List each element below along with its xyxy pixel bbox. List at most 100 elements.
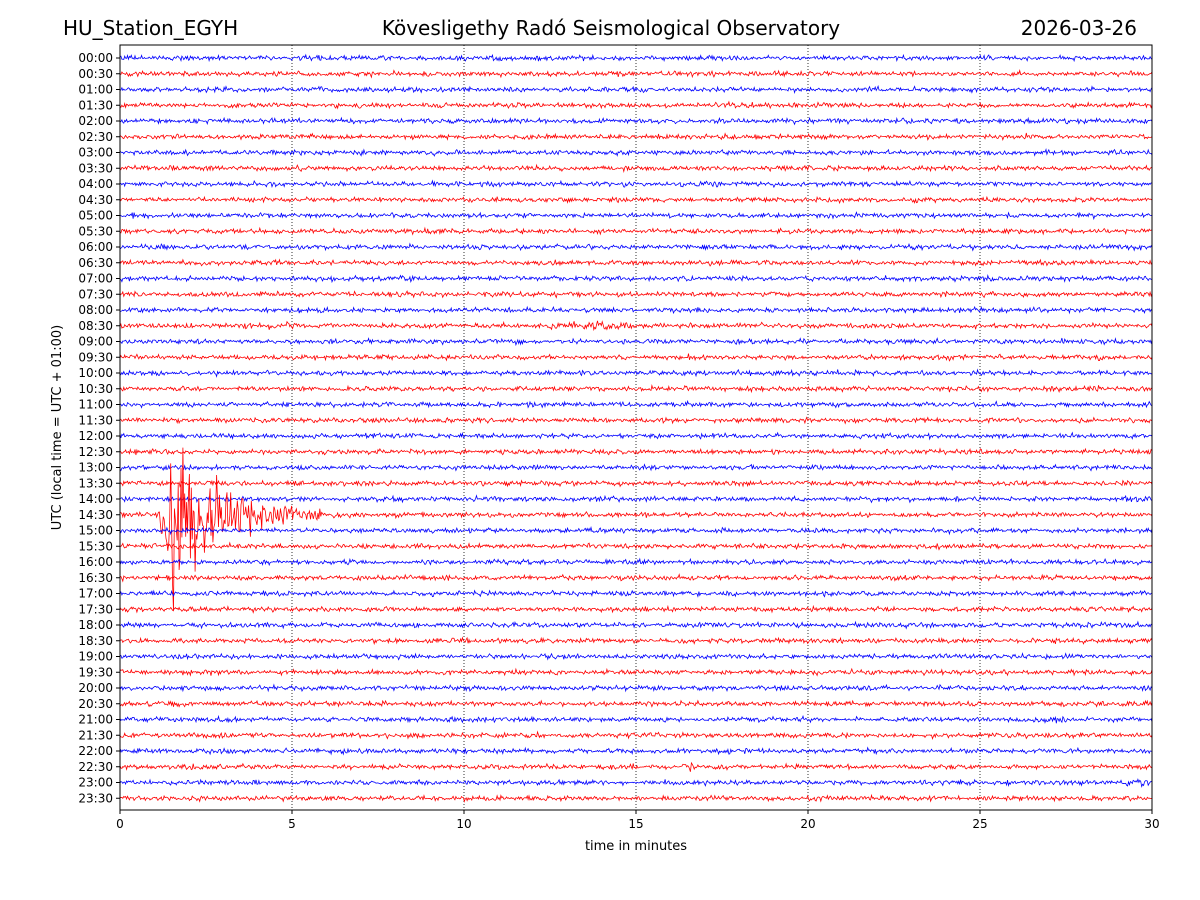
y-tick-label: 06:00 [78,240,113,254]
trace-2230 [119,761,1153,772]
trace-1330 [119,479,1153,488]
x-axis-label: time in minutes [585,839,687,854]
trace-0900 [119,337,1153,347]
trace-1800 [119,620,1153,630]
trace-0600 [119,242,1153,252]
trace-0700 [119,273,1153,284]
y-tick-label: 17:00 [78,587,113,601]
trace-0800 [119,305,1153,315]
y-tick-label: 03:00 [78,146,113,160]
y-tick-label: 10:00 [78,366,113,380]
date-label: 2026-03-26 [1020,16,1137,40]
trace-0300 [119,148,1153,157]
y-tick-label: 18:30 [78,634,113,648]
y-tick-label: 09:30 [78,350,113,364]
y-tick-label: 15:00 [78,524,113,538]
y-tick-label: 05:30 [78,224,113,238]
trace-1830 [119,636,1153,646]
trace-1000 [119,368,1153,378]
y-tick-label: 00:00 [78,51,113,65]
x-tick-label: 20 [800,817,815,831]
y-tick-label: 20:30 [78,697,113,711]
trace-1900 [119,652,1153,661]
trace-0530 [119,226,1153,236]
trace-2300 [119,778,1153,788]
y-tick-label: 11:30 [78,413,113,427]
grid-layer [291,45,981,810]
y-tick-label: 22:00 [78,744,113,758]
y-tick-label: 00:30 [78,67,113,81]
y-tick-label: 08:30 [78,319,113,333]
y-tick-label: 06:30 [78,256,113,270]
y-tick-label: 16:00 [78,555,113,569]
trace-2000 [119,683,1153,693]
x-tick-label: 30 [1144,817,1159,831]
trace-1500 [119,526,1153,536]
y-tick-label: 09:00 [78,335,113,349]
y-tick-label: 23:30 [78,791,113,805]
trace-2330 [119,793,1153,803]
y-tick-label: 05:00 [78,209,113,223]
observatory-title: Kövesligethy Radó Seismological Observat… [381,16,841,40]
y-tick-label: 04:30 [78,193,113,207]
trace-0000 [119,53,1153,63]
trace-0930 [119,353,1153,362]
y-tick-label: 08:00 [78,303,113,317]
y-tick-label: 23:00 [78,776,113,790]
trace-0330 [119,163,1153,173]
x-tick-label: 15 [628,817,643,831]
y-tick-label: 03:30 [78,161,113,175]
trace-0030 [119,69,1153,79]
y-tick-label: 14:30 [78,508,113,522]
y-tick-label: 13:00 [78,461,113,475]
y-tick-label: 21:30 [78,728,113,742]
y-tick-label: 01:00 [78,83,113,97]
trace-1730 [119,604,1153,614]
trace-0130 [119,100,1153,110]
station-label: HU_Station_EGYH [63,16,239,40]
trace-1300 [119,463,1153,472]
y-tick-label: 07:30 [78,287,113,301]
trace-2100 [119,714,1153,724]
trace-0230 [119,132,1153,141]
y-tick-label: 20:00 [78,681,113,695]
trace-1130 [119,416,1153,425]
trace-0630 [119,258,1153,267]
trace-0430 [119,195,1153,205]
trace-0500 [119,211,1153,221]
y-tick-label: 17:30 [78,602,113,616]
y-tick-label: 22:30 [78,760,113,774]
y-tick-label: 19:30 [78,665,113,679]
y-tick-label: 07:00 [78,272,113,286]
y-tick-label: 11:00 [78,398,113,412]
trace-1200 [119,431,1153,441]
y-tick-label: 15:30 [78,539,113,553]
y-tick-label: 16:30 [78,571,113,585]
trace-1630 [119,573,1153,583]
y-tick-label: 01:30 [78,98,113,112]
trace-1430 [119,447,1153,612]
trace-1030 [119,384,1153,394]
y-tick-label: 19:00 [78,650,113,664]
trace-0200 [119,116,1153,126]
y-axis-label: UTC (local time = UTC + 01:00) [50,325,65,530]
y-tick-label: 13:30 [78,476,113,490]
trace-0830 [119,320,1153,332]
trace-layer [119,53,1153,803]
plot-frame [119,44,1153,811]
y-tick-label: 04:00 [78,177,113,191]
x-tick-label: 10 [456,817,471,831]
x-tick-label: 5 [288,817,296,831]
y-tick-label: 18:00 [78,618,113,632]
y-tick-label: 02:30 [78,130,113,144]
y-tick-label: 02:00 [78,114,113,128]
trace-1530 [119,541,1153,551]
trace-1930 [119,667,1153,677]
trace-2030 [119,699,1153,708]
trace-2200 [119,746,1153,756]
trace-1230 [119,447,1153,456]
trace-1100 [119,399,1153,409]
trace-1600 [119,557,1153,567]
